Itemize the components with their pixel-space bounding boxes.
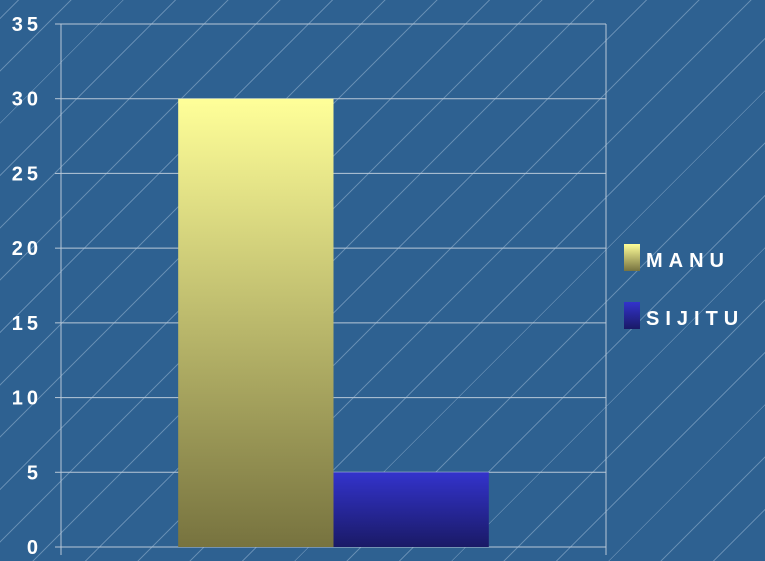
axes [55,23,607,555]
legend-swatch-sijitu [624,302,640,329]
legend: MANU SIJITU [624,244,744,330]
legend-label-manu: MANU [646,250,730,272]
y-tick-label: 5 [27,462,42,484]
y-tick-label: 35 [12,14,42,36]
legend-label-sijitu: SIJITU [646,308,744,330]
y-tick-label: 25 [12,163,42,185]
y-tick-label: 30 [12,89,42,111]
y-tick-label: 0 [27,537,42,559]
legend-swatch-manu [624,244,640,271]
y-tick-label: 10 [12,388,42,410]
bars [178,98,489,547]
y-tick-label: 15 [12,313,42,335]
bar-sijitu [333,472,489,547]
bar-manu [178,98,334,547]
y-tick-labels: 0 5 10 15 20 25 30 35 [12,14,42,559]
y-tick-label: 20 [12,238,42,260]
